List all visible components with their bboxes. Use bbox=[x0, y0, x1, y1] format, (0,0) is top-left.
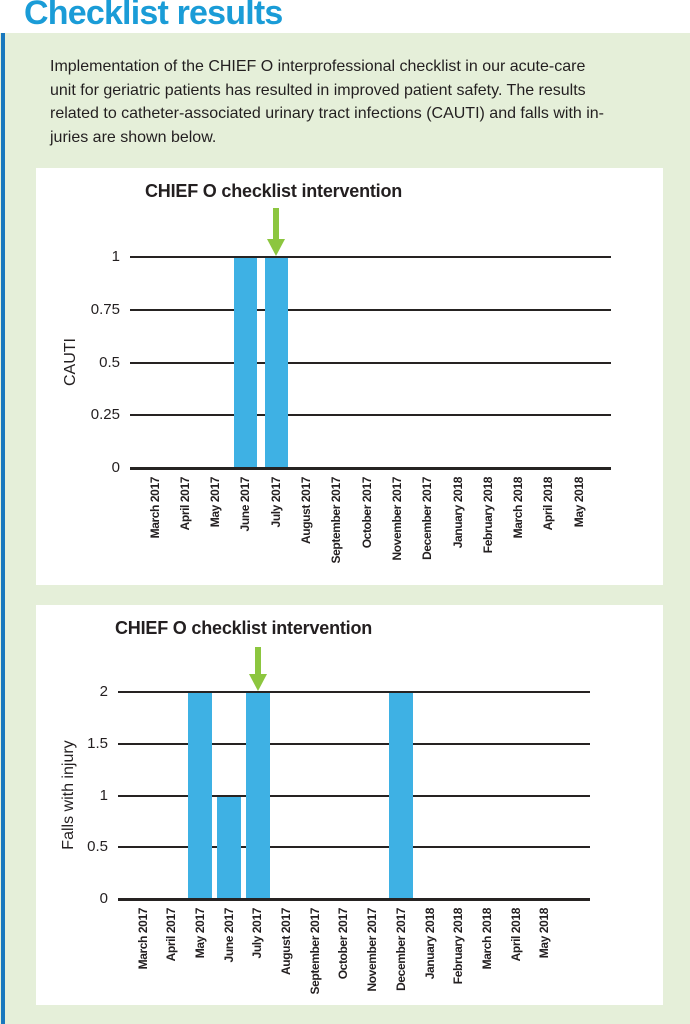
x-axis-label: September 2017 bbox=[329, 477, 344, 564]
y-axis-tick: 1 bbox=[111, 248, 120, 265]
x-axis-label: October 2017 bbox=[359, 477, 374, 549]
x-axis-label: May 2017 bbox=[208, 477, 223, 528]
x-axis-label: March 2018 bbox=[479, 908, 494, 970]
gridline bbox=[130, 414, 611, 417]
bar bbox=[217, 796, 242, 898]
gridline bbox=[118, 898, 590, 901]
x-axis-label: May 2017 bbox=[192, 908, 207, 959]
x-axis-label: March 2017 bbox=[135, 908, 150, 970]
gridline bbox=[130, 256, 611, 258]
chart-title: CHIEF O checklist intervention bbox=[115, 618, 373, 638]
down-arrow-icon bbox=[248, 647, 267, 691]
y-axis-tick: 0.25 bbox=[90, 406, 120, 424]
x-axis-label: April 2018 bbox=[508, 908, 523, 962]
gridline bbox=[118, 691, 590, 693]
x-axis-label: December 2017 bbox=[420, 477, 435, 560]
x-axis-label: March 2017 bbox=[147, 477, 162, 539]
page-title: Checklist results bbox=[24, 0, 283, 32]
content-panel: Implementation of the CHIEF O interprofe… bbox=[0, 33, 690, 1024]
x-axis-label: August 2017 bbox=[279, 908, 293, 975]
x-axis-label: October 2017 bbox=[336, 908, 351, 980]
bar bbox=[234, 258, 258, 467]
left-accent-bar bbox=[1, 33, 5, 1024]
gridline bbox=[130, 361, 611, 364]
x-axis-label: December 2017 bbox=[393, 908, 408, 991]
intro-line: Implementation of the CHIEF O interprofe… bbox=[50, 58, 586, 75]
x-axis-label: May 2018 bbox=[537, 908, 552, 959]
y-axis-tick: 0 bbox=[99, 890, 108, 907]
bar bbox=[264, 258, 288, 467]
x-axis-label: March 2018 bbox=[511, 477, 526, 539]
bar bbox=[245, 693, 270, 898]
y-axis-tick: 0.75 bbox=[90, 300, 120, 318]
y-axis-tick: 1.5 bbox=[87, 734, 108, 752]
gridline bbox=[130, 467, 611, 470]
x-axis-label: August 2017 bbox=[299, 477, 313, 544]
y-axis-tick: 0.5 bbox=[87, 838, 108, 856]
x-axis-label: November 2017 bbox=[389, 477, 404, 561]
gridline bbox=[118, 742, 590, 745]
intro-line: unit for geriatric patients has resulted… bbox=[50, 81, 586, 99]
x-axis-label: April 2017 bbox=[164, 908, 179, 962]
x-axis-label: November 2017 bbox=[365, 908, 380, 992]
gridline bbox=[118, 794, 590, 797]
intro-line: related to catheter-associated urinary t… bbox=[50, 105, 605, 122]
x-axis-label: September 2017 bbox=[307, 908, 322, 995]
x-axis-label: April 2018 bbox=[541, 477, 556, 531]
falls-chart-card: CHIEF O checklist intervention Falls with… bbox=[36, 605, 663, 1005]
y-axis-tick: 1 bbox=[99, 786, 108, 804]
x-axis-label: July 2017 bbox=[268, 477, 283, 528]
bar bbox=[389, 693, 414, 898]
x-axis-label: February 2018 bbox=[451, 908, 466, 985]
x-axis-label: June 2017 bbox=[221, 908, 236, 963]
bar bbox=[188, 693, 213, 898]
x-axis-label: April 2017 bbox=[177, 477, 192, 531]
y-axis-tick: 2 bbox=[99, 683, 108, 700]
intro-paragraph: Implementation of the CHIEF O interprofe… bbox=[50, 55, 666, 149]
x-axis-label: January 2018 bbox=[450, 477, 465, 549]
intro-line: juries are shown below. bbox=[50, 128, 217, 146]
x-axis-label: February 2018 bbox=[480, 477, 495, 554]
gridline bbox=[118, 846, 590, 849]
down-arrow-icon bbox=[267, 208, 286, 256]
x-axis-label: July 2017 bbox=[250, 908, 265, 959]
chart-title: CHIEF O checklist intervention bbox=[145, 181, 403, 201]
x-axis-label: January 2018 bbox=[422, 908, 437, 980]
y-axis-tick: 0 bbox=[111, 459, 120, 476]
x-axis-label: June 2017 bbox=[238, 477, 253, 532]
x-axis-label: May 2018 bbox=[571, 477, 586, 528]
gridline bbox=[130, 308, 611, 311]
cauti-chart-card: CHIEF O checklist intervention CAUTI 1 0.75… bbox=[36, 168, 663, 585]
y-axis-tick: 0.5 bbox=[99, 353, 120, 371]
